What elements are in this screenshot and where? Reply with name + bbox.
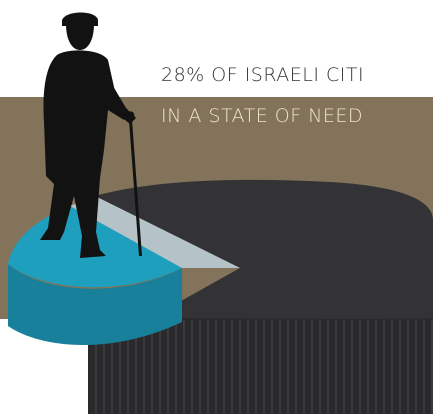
elderly-man-with-cane-icon xyxy=(40,12,142,258)
pie-slice-main-side xyxy=(88,318,433,414)
pie-slice-inner-face xyxy=(70,196,240,268)
pie-slice-highlight-side xyxy=(8,264,182,346)
pie-slice-main xyxy=(88,179,433,319)
headline-line-2: IN A STATE OF NEED xyxy=(161,105,364,127)
headline-line-1: 28% OF ISRAELI CITI xyxy=(161,64,365,86)
pie-slice-main-ridges xyxy=(95,320,433,414)
